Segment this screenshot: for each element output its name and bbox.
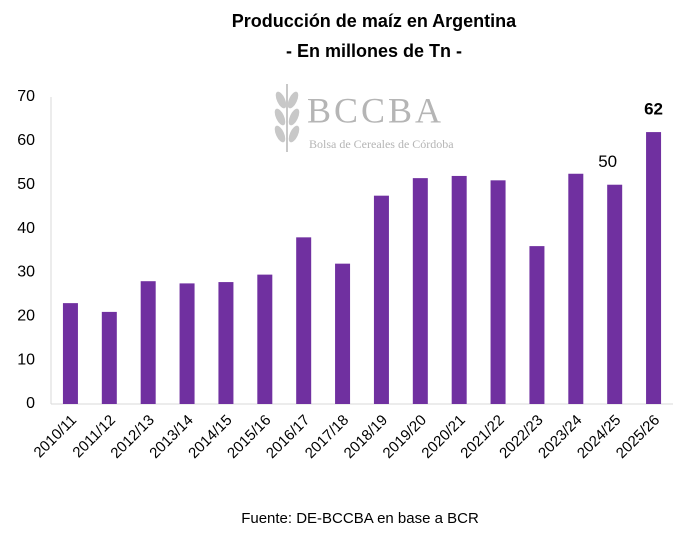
y-tick-label: 50 (17, 176, 35, 193)
watermark-subtitle: Bolsa de Cereales de Córdoba (309, 137, 454, 151)
y-tick-label: 70 (17, 88, 35, 105)
bar (373, 195, 389, 404)
source-note: Fuente: DE-BCCBA en base a BCR (241, 510, 479, 527)
watermark-title: BCCBA (307, 90, 444, 130)
chart-subtitle: - En millones de Tn - (286, 41, 462, 61)
bar (607, 184, 623, 404)
y-tick-label: 60 (17, 132, 35, 149)
y-tick-label: 0 (26, 395, 35, 412)
bar (101, 311, 117, 404)
bar (218, 282, 234, 404)
bar (179, 283, 195, 404)
bar (296, 237, 312, 404)
bar (646, 132, 662, 405)
bar (257, 274, 273, 404)
y-tick-label: 20 (17, 308, 35, 325)
x-tick-label: 2025/26 (613, 412, 663, 462)
bar (140, 281, 156, 404)
bar (335, 263, 351, 404)
y-tick-label: 40 (17, 220, 35, 237)
bar (490, 180, 506, 404)
bar (451, 175, 467, 404)
y-tick-label: 30 (17, 264, 35, 281)
chart-title: Producción de maíz en Argentina (232, 11, 517, 31)
bar (568, 173, 584, 404)
bar (412, 178, 428, 404)
bar (529, 246, 545, 404)
value-label: 50 (598, 152, 617, 171)
bar (62, 303, 78, 404)
watermark-logo (274, 84, 300, 152)
y-tick-label: 10 (17, 351, 35, 368)
value-label: 62 (644, 100, 663, 119)
